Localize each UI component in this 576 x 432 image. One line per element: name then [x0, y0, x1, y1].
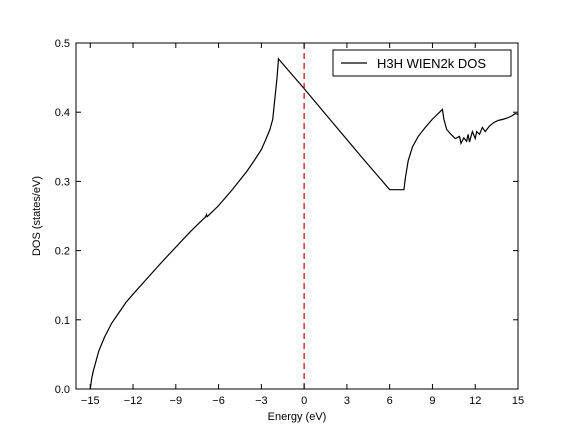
x-tick-label: −12 [124, 395, 143, 407]
x-tick-label: 6 [387, 395, 393, 407]
x-tick-label: 0 [301, 395, 307, 407]
y-tick-label: 0.4 [55, 107, 70, 119]
legend-entry: H3H WIEN2k DOS [377, 56, 486, 71]
series-line [89, 57, 519, 390]
x-tick-label: −15 [81, 395, 100, 407]
legend: H3H WIEN2k DOS [332, 49, 512, 77]
x-tick-label: −6 [212, 395, 225, 407]
x-tick-label: −3 [255, 395, 268, 407]
y-tick-label: 0.1 [55, 315, 70, 327]
y-tick-label: 0.0 [55, 384, 70, 396]
y-tick-label: 0.3 [55, 176, 70, 188]
x-tick-label: 15 [512, 395, 524, 407]
y-tick-label: 0.5 [55, 38, 70, 50]
x-tick-label: 3 [344, 395, 350, 407]
y-tick-label: 0.2 [55, 246, 70, 258]
x-tick-label: −9 [170, 395, 183, 407]
x-tick-label: 9 [429, 395, 435, 407]
x-axis-label: Energy (eV) [268, 411, 327, 423]
y-axis-label: DOS (states/eV) [31, 176, 43, 256]
x-tick-label: 12 [469, 395, 481, 407]
plot-frame [75, 42, 519, 390]
